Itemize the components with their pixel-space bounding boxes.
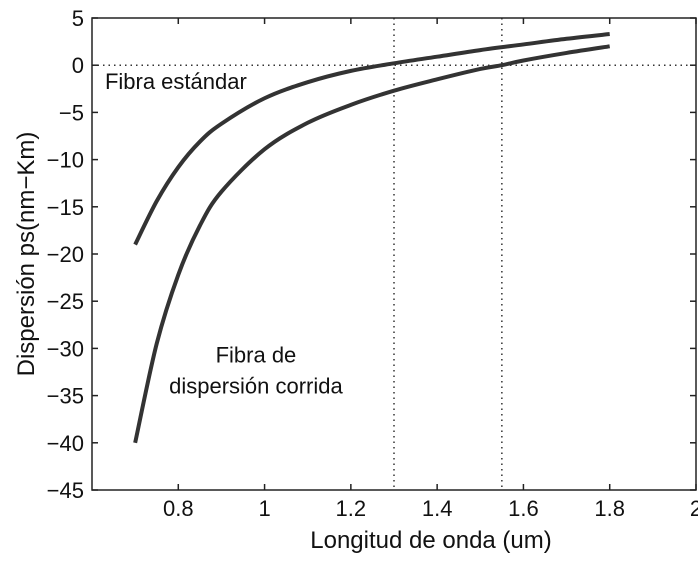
y-tick-label: 5 <box>72 6 84 31</box>
x-tick-label: 1 <box>258 496 270 521</box>
y-tick-label: −10 <box>47 148 84 173</box>
y-tick-label: −35 <box>47 384 84 409</box>
y-tick-label: −30 <box>47 336 84 361</box>
y-tick-label: −45 <box>47 478 84 503</box>
x-tick-label: 2 <box>690 496 698 521</box>
x-tick-label: 1.6 <box>508 496 539 521</box>
series-layer <box>133 32 611 444</box>
y-tick-label: −25 <box>47 289 84 314</box>
y-tick-label: −20 <box>47 242 84 267</box>
y-tick-label: −15 <box>47 195 84 220</box>
y-tick-label: −5 <box>59 100 84 125</box>
x-tick-label: 1.2 <box>336 496 367 521</box>
y-axis: 5 0 −5 −10 −15 −20 −25 −30 −35 −40 −45 <box>47 6 696 503</box>
plot-area <box>92 18 696 490</box>
series-line-0 <box>133 32 610 246</box>
y-tick-label: 0 <box>72 53 84 78</box>
x-tick-label: 0.8 <box>163 496 194 521</box>
y-axis-title: Dispersión ps(nm−Km) <box>13 132 40 377</box>
x-axis: 0.8 1 1.2 1.4 1.6 1.8 2 <box>163 18 698 521</box>
annotations: Fibra estándar Fibra de dispersión corrida <box>105 69 344 399</box>
annotation-0-line-0: Fibra estándar <box>105 69 247 94</box>
x-tick-label: 1.8 <box>594 496 625 521</box>
y-tick-label: −40 <box>47 431 84 456</box>
annotation-1-line-0: Fibra de <box>216 343 297 368</box>
series-line-1 <box>133 44 611 444</box>
x-tick-label: 1.4 <box>422 496 453 521</box>
x-axis-title: Longitud de onda (um) <box>310 527 552 554</box>
annotation-1-line-1: dispersión corrida <box>169 374 343 399</box>
